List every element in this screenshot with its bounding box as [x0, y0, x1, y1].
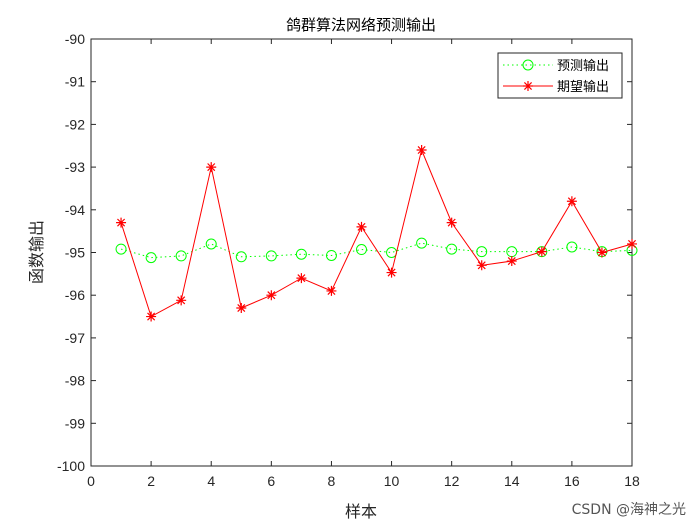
series-line	[120, 242, 633, 259]
data-point	[176, 295, 187, 306]
x-tick-label: 12	[444, 473, 460, 489]
data-point	[205, 238, 217, 250]
x-axis-label: 样本	[345, 502, 377, 521]
data-point	[356, 244, 367, 256]
x-tick-label: 4	[207, 473, 215, 489]
legend-marker	[522, 59, 534, 71]
x-tick-label: 16	[564, 473, 580, 489]
legend-label: 期望输出	[557, 79, 609, 95]
y-axis-label: 函数输出	[27, 220, 46, 284]
data-point	[356, 221, 367, 232]
y-tick-label: -94	[65, 202, 85, 218]
y-tick-label: -91	[65, 74, 85, 90]
data-point	[386, 267, 397, 278]
x-tick-label: 2	[147, 473, 155, 489]
series-expected	[116, 145, 637, 322]
data-point	[416, 145, 427, 156]
data-point	[236, 303, 247, 314]
x-tick-label: 0	[87, 473, 95, 489]
legend-label: 预测输出	[557, 58, 609, 74]
y-tick-label: -97	[65, 330, 85, 346]
x-tick-label: 6	[267, 473, 275, 489]
data-point	[296, 273, 307, 284]
y-tick-label: -95	[65, 245, 85, 261]
x-tick-label: 14	[504, 473, 520, 489]
data-point	[325, 249, 337, 261]
data-point	[235, 251, 247, 263]
data-point	[416, 237, 428, 249]
data-point	[627, 238, 637, 249]
data-point	[536, 246, 547, 257]
legend-box	[497, 52, 623, 99]
series-line	[120, 148, 633, 318]
data-point	[145, 252, 157, 264]
data-point	[506, 256, 517, 267]
data-point	[175, 250, 187, 262]
y-tick-label: -93	[65, 159, 85, 175]
y-tick-label: -90	[65, 31, 85, 47]
x-tick-label: 8	[328, 473, 336, 489]
data-point	[295, 248, 307, 260]
data-point	[566, 196, 577, 207]
y-tick-label: -96	[65, 287, 85, 303]
data-point	[265, 250, 277, 262]
y-tick-label: -98	[65, 373, 85, 389]
y-tick-label: -92	[65, 116, 85, 132]
y-tick-label: -100	[57, 458, 85, 474]
data-point	[596, 247, 607, 258]
data-point	[115, 243, 127, 255]
data-point	[446, 243, 458, 255]
data-point	[476, 246, 488, 258]
data-point	[266, 290, 277, 301]
data-point	[446, 217, 457, 228]
y-tick-label: -99	[65, 415, 85, 431]
legend-marker	[523, 81, 533, 91]
x-tick-label: 18	[624, 473, 640, 489]
data-point	[566, 241, 578, 253]
data-point	[326, 285, 337, 296]
data-point	[476, 260, 487, 271]
x-tick-label: 10	[384, 473, 400, 489]
plot-area	[90, 38, 633, 467]
data-point	[116, 217, 127, 228]
watermark: CSDN @海神之光	[571, 502, 686, 518]
chart-title: 鸽群算法网络预测输出	[286, 16, 436, 34]
data-point	[146, 311, 157, 322]
data-point	[206, 162, 217, 173]
